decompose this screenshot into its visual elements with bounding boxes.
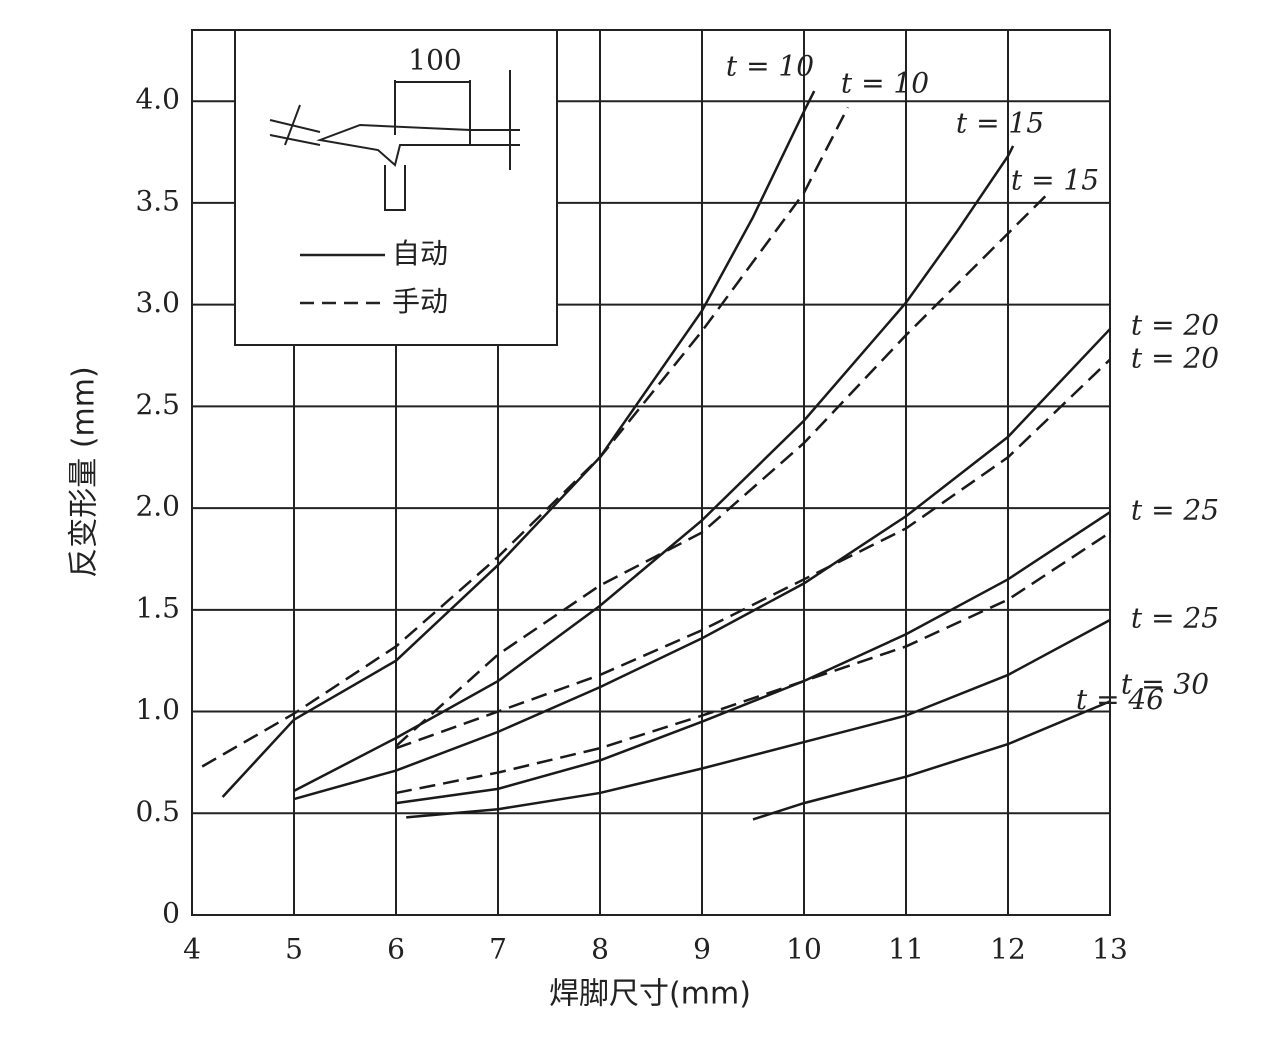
inset-label: 100: [408, 44, 461, 77]
plot-border: [191, 29, 1111, 916]
series-line: [406, 618, 1111, 819]
series-line: [395, 531, 1111, 795]
y-tick-label: 0: [162, 897, 180, 930]
x-tick-label: 7: [489, 933, 507, 966]
x-tick-label: 10: [786, 933, 822, 966]
x-tick-label: 9: [693, 933, 711, 966]
series-label: t = 15: [1011, 164, 1099, 197]
legend-label: 自动: [392, 237, 448, 270]
series-label: t = 20: [1131, 342, 1219, 375]
series-label: t = 30: [1121, 668, 1209, 701]
series-label: t = 25: [1131, 494, 1219, 527]
series-line: [395, 191, 1050, 748]
y-tick-label: 2.0: [135, 490, 180, 523]
y-tick-label: 1.0: [135, 693, 180, 726]
series-line: [293, 328, 1111, 801]
legend-label: 手动: [392, 285, 448, 318]
x-tick-label: 13: [1092, 933, 1128, 966]
y-tick-label: 3.5: [135, 184, 180, 217]
x-tick-label: 4: [183, 933, 201, 966]
series-line: [201, 106, 849, 768]
series-label: t = 46: [1076, 683, 1164, 716]
series-line: [752, 700, 1111, 821]
x-tick-label: 8: [591, 933, 609, 966]
x-tick-label: 11: [888, 933, 924, 966]
x-tick-label: 5: [285, 933, 303, 966]
series-line: [395, 511, 1111, 805]
series-line: [395, 358, 1111, 750]
y-tick-label: 2.5: [135, 388, 180, 421]
series-label: t = 25: [1131, 602, 1219, 635]
x-tick-label: 6: [387, 933, 405, 966]
x-axis-label: 焊脚尺寸(mm): [549, 977, 751, 1012]
series-label: t = 10: [726, 50, 814, 83]
series-label: t = 15: [956, 107, 1044, 140]
y-tick-label: 4.0: [135, 83, 180, 116]
weld-diagram: [269, 70, 520, 211]
y-axis-label: 反变形量 (mm): [67, 366, 102, 577]
x-tick-label: 12: [990, 933, 1026, 966]
series-label: t = 20: [1131, 309, 1219, 342]
series-label: t = 10: [841, 67, 929, 100]
plot-area: 4 5 6 7 8 9 10 11 12 1300.51.01.52.02.53.03.54.0 …: [135, 29, 1128, 966]
y-tick-label: 3.0: [135, 286, 180, 319]
series-line: [293, 145, 1015, 793]
y-tick-label: 1.5: [135, 591, 180, 624]
y-tick-label: 0.5: [135, 795, 180, 828]
